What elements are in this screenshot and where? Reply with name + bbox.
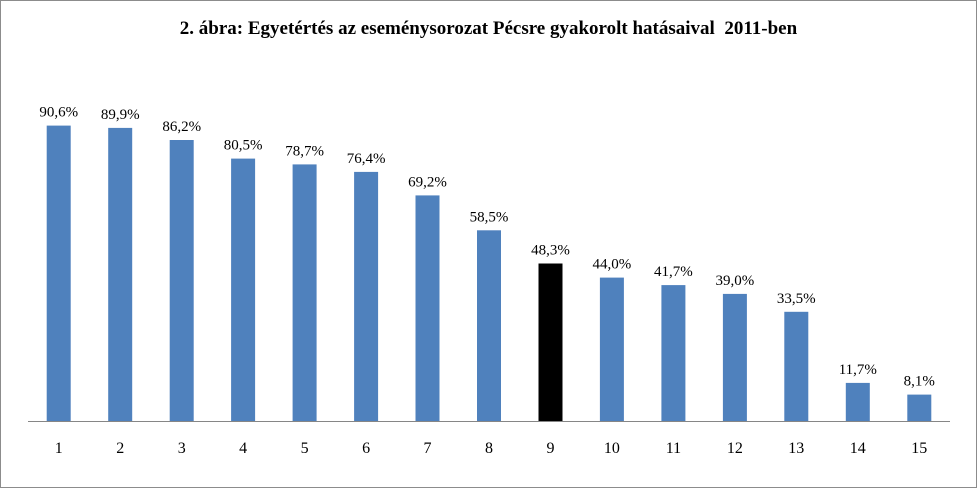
x-tick-label-14: 14 (850, 440, 866, 457)
data-label-8: 58,5% (470, 209, 509, 225)
x-tick-label-2: 2 (116, 440, 124, 457)
bar-12 (722, 293, 747, 421)
x-tick-label-4: 4 (239, 440, 247, 457)
x-tick-label-6: 6 (362, 440, 370, 457)
chart-title: 2. ábra: Egyetértés az eseménysorozat Pé… (179, 18, 798, 39)
x-tick-label-8: 8 (485, 440, 493, 457)
bar-1 (46, 125, 71, 421)
x-tick-label-1: 1 (55, 440, 63, 457)
bar-7 (415, 195, 440, 421)
bar-14 (845, 382, 870, 421)
data-label-14: 11,7% (839, 362, 877, 378)
bar-6 (354, 171, 379, 421)
x-tick-label-11: 11 (666, 440, 681, 457)
x-tick-label-10: 10 (604, 440, 620, 457)
x-tick-label-12: 12 (727, 440, 743, 457)
data-label-1: 90,6% (39, 105, 78, 121)
bar-5 (292, 164, 317, 421)
x-tick-label-9: 9 (547, 440, 555, 457)
x-tick-label-5: 5 (301, 440, 309, 457)
data-label-12: 39,0% (716, 273, 755, 289)
data-label-9: 48,3% (531, 243, 570, 259)
bar-11 (661, 285, 686, 421)
x-tick-label-7: 7 (424, 440, 432, 457)
bar-2 (108, 127, 133, 422)
data-label-3: 86,2% (162, 119, 201, 135)
x-tick-label-3: 3 (178, 440, 186, 457)
data-label-15: 8,1% (904, 374, 935, 390)
bar-9 (538, 263, 563, 421)
data-label-4: 80,5% (224, 138, 263, 154)
bar-15 (907, 394, 932, 421)
data-label-11: 41,7% (654, 264, 693, 280)
data-label-13: 33,5% (777, 291, 816, 307)
data-label-2: 89,9% (101, 107, 140, 123)
bar-8 (477, 230, 501, 421)
data-label-6: 76,4% (347, 151, 386, 167)
bar-10 (599, 277, 624, 421)
bar-4 (231, 158, 256, 421)
data-label-10: 44,0% (593, 257, 632, 273)
x-tick-label-15: 15 (911, 440, 927, 457)
x-tick-label-13: 13 (788, 440, 804, 457)
bar-13 (784, 311, 809, 421)
data-label-7: 69,2% (408, 174, 447, 190)
bar-3 (169, 140, 194, 421)
data-label-5: 78,7% (285, 143, 324, 159)
